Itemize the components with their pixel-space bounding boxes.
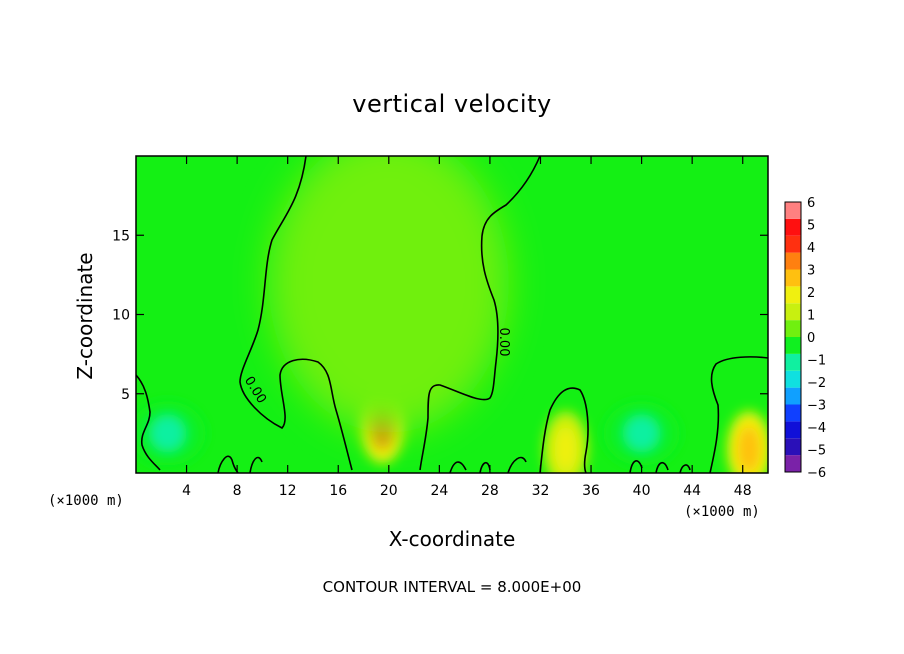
field-core	[622, 414, 661, 453]
y-tick-label: 15	[112, 228, 130, 244]
contour-interval-note: CONTOUR INTERVAL = 8.000E+00	[323, 578, 582, 596]
zero-contour-line	[419, 156, 541, 471]
x-axis-label: X-coordinate	[389, 527, 516, 551]
x-tick-label: 48	[734, 483, 752, 499]
colorbar-label: −6	[807, 466, 826, 481]
downdraft-blob	[603, 401, 680, 466]
colorbar-swatch	[785, 269, 801, 287]
colorbar-swatch	[785, 337, 801, 354]
colorbar-label: −2	[807, 376, 826, 391]
zero-contour-line	[709, 356, 768, 473]
zero-contour-line	[136, 374, 161, 471]
colorbar-swatch	[785, 218, 801, 236]
x-tick-label: 24	[430, 483, 448, 499]
x-unit-left: (×1000 m)	[48, 493, 124, 509]
zero-contour-line	[239, 156, 353, 471]
updraft-blob	[543, 411, 588, 473]
colorbar-frame	[784, 201, 802, 473]
contour-label: 0.00	[496, 328, 511, 357]
x-tick-label: 12	[279, 483, 297, 499]
field-features	[136, 156, 768, 473]
x-tick-label: 40	[633, 483, 651, 499]
colorbar-label: 1	[807, 309, 815, 324]
field-core	[738, 426, 761, 473]
y-axis: 5 10 15	[112, 228, 768, 403]
colorbar-label: 4	[807, 241, 815, 256]
zero-contour-line	[539, 387, 589, 473]
x-tick-label: 16	[329, 483, 347, 499]
colorbar-label: 5	[807, 219, 815, 234]
x-tick-label: 32	[532, 483, 550, 499]
colorbar-label: −3	[807, 399, 826, 414]
colorbar-swatch	[785, 303, 801, 321]
colorbar-swatch	[785, 370, 801, 388]
colorbar-swatch	[785, 286, 801, 304]
plot-area: 0.00 0.00	[136, 156, 768, 473]
colorbar-swatch	[785, 421, 801, 439]
y-tick-label: 10	[112, 308, 130, 324]
field-core	[148, 414, 187, 453]
x-unit-right: (×1000 m)	[684, 504, 760, 520]
field-halo	[268, 156, 509, 433]
colorbar-label: −4	[807, 421, 826, 436]
x-tick-label: 4	[182, 483, 191, 499]
colorbar-swatch	[785, 202, 801, 219]
field-core	[554, 426, 577, 473]
colorbar-swatch	[785, 235, 801, 253]
zero-contour-lines	[136, 156, 768, 473]
colorbar-label: 2	[807, 286, 815, 301]
colorbar-label: 6	[807, 196, 815, 211]
chart-title: vertical velocity	[352, 90, 551, 118]
x-tick-label: 44	[683, 483, 701, 499]
colorbar-swatch	[785, 404, 801, 422]
colorbar-swatch	[785, 438, 801, 456]
updraft-blob	[727, 411, 768, 473]
colorbar-swatch	[785, 320, 801, 337]
colorbar-swatch	[785, 455, 801, 472]
colorbar-label: 0	[807, 331, 815, 346]
colorbar: 6 5 4 3 2 1 0 −1 −2 −3 −4 −5 −6	[784, 196, 826, 481]
x-tick-label: 20	[380, 483, 398, 499]
colorbar-label: 3	[807, 264, 815, 279]
downdraft-blob	[136, 401, 206, 466]
colorbar-swatch	[785, 252, 801, 270]
colorbar-label: −1	[807, 354, 826, 369]
colorbar-swatch	[785, 387, 801, 405]
x-tick-label: 28	[481, 483, 499, 499]
zero-contour-line	[217, 455, 691, 473]
weak-updraft-plume-blob	[268, 156, 509, 433]
colorbar-label: −5	[807, 444, 826, 459]
y-tick-label: 5	[121, 387, 130, 403]
x-axis: 4 8 12 16 20 24 28 32 36 40 44 48	[182, 156, 752, 499]
colorbar-swatch	[785, 353, 801, 371]
x-tick-label: 8	[233, 483, 242, 499]
x-tick-label: 36	[582, 483, 600, 499]
y-axis-label: Z-coordinate	[73, 252, 97, 379]
